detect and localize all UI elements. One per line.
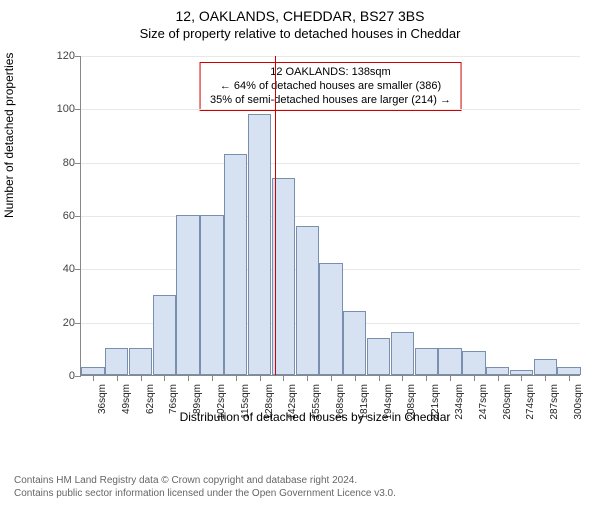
x-tick — [521, 375, 522, 381]
x-tick — [307, 375, 308, 381]
gridline — [81, 163, 580, 164]
x-tick — [141, 375, 142, 381]
plot-area: 12 OAKLANDS: 138sqm ← 64% of detached ho… — [80, 56, 580, 376]
y-tick — [75, 109, 81, 110]
histogram-bar — [343, 311, 366, 375]
histogram-bar — [176, 215, 199, 375]
histogram-bar — [224, 154, 247, 375]
footer-line2: Contains public sector information licen… — [14, 487, 396, 500]
histogram-bar — [105, 348, 128, 375]
histogram-bar — [200, 215, 223, 375]
y-tick — [75, 216, 81, 217]
x-tick — [474, 375, 475, 381]
histogram-bar — [319, 263, 342, 375]
histogram-bar — [248, 114, 271, 375]
histogram-bar — [367, 338, 390, 375]
histogram-bar — [81, 367, 104, 375]
x-tick — [331, 375, 332, 381]
x-tick — [355, 375, 356, 381]
y-tick-label: 60 — [51, 210, 75, 222]
x-tick — [236, 375, 237, 381]
y-axis-label: Number of detached properties — [2, 53, 16, 218]
y-tick-label: 20 — [51, 317, 75, 329]
chart-container: 12 OAKLANDS: 138sqm ← 64% of detached ho… — [50, 56, 580, 426]
histogram-bar — [153, 295, 176, 375]
footer: Contains HM Land Registry data © Crown c… — [14, 474, 396, 500]
x-tick — [260, 375, 261, 381]
x-tick — [545, 375, 546, 381]
footer-line1: Contains HM Land Registry data © Crown c… — [14, 474, 396, 487]
x-tick — [188, 375, 189, 381]
y-tick — [75, 269, 81, 270]
info-box: 12 OAKLANDS: 138sqm ← 64% of detached ho… — [199, 62, 462, 111]
gridline — [81, 216, 580, 217]
y-tick — [75, 163, 81, 164]
y-tick-label: 80 — [51, 157, 75, 169]
x-tick — [450, 375, 451, 381]
histogram-bar — [462, 351, 485, 375]
info-box-line3: 35% of semi-detached houses are larger (… — [210, 94, 451, 108]
info-box-line2: ← 64% of detached houses are smaller (38… — [210, 80, 451, 94]
x-tick — [93, 375, 94, 381]
y-tick — [75, 376, 81, 377]
histogram-bar — [438, 348, 461, 375]
histogram-bar — [391, 332, 414, 375]
x-axis-label: Distribution of detached houses by size … — [50, 410, 580, 424]
page-subtitle: Size of property relative to detached ho… — [0, 26, 600, 41]
histogram-bar — [534, 359, 557, 375]
histogram-bar — [296, 226, 319, 375]
x-tick — [117, 375, 118, 381]
x-tick — [402, 375, 403, 381]
x-tick — [498, 375, 499, 381]
y-tick-label: 40 — [51, 263, 75, 275]
x-tick — [283, 375, 284, 381]
x-tick — [164, 375, 165, 381]
histogram-bar — [129, 348, 152, 375]
x-tick — [569, 375, 570, 381]
y-tick — [75, 323, 81, 324]
histogram-bar — [415, 348, 438, 375]
histogram-bar — [557, 367, 580, 375]
gridline — [81, 56, 580, 57]
info-box-line1: 12 OAKLANDS: 138sqm — [210, 66, 451, 80]
x-tick — [212, 375, 213, 381]
y-tick-label: 100 — [51, 103, 75, 115]
x-tick — [379, 375, 380, 381]
y-tick-label: 120 — [51, 50, 75, 62]
x-tick — [426, 375, 427, 381]
reference-line — [275, 56, 276, 375]
histogram-bar — [486, 367, 509, 375]
page-title: 12, OAKLANDS, CHEDDAR, BS27 3BS — [0, 8, 600, 24]
y-tick-label: 0 — [51, 370, 75, 382]
gridline — [81, 109, 580, 110]
y-tick — [75, 56, 81, 57]
